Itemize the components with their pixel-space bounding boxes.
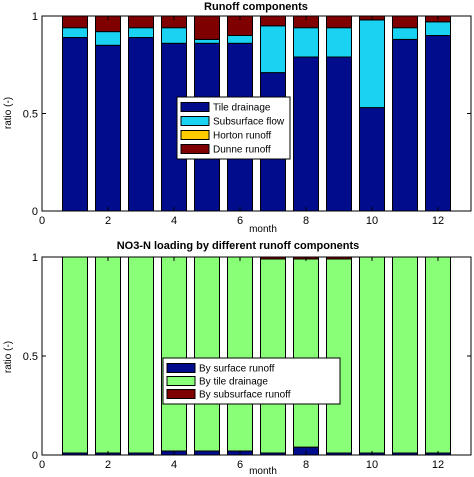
bar-by-tile-drainage-month-6	[227, 256, 253, 452]
bar-dunne-runoff-month-9	[326, 15, 352, 29]
legend-swatch-tile-drainage	[180, 102, 210, 112]
bar-subsurface-flow-month-1	[62, 27, 88, 39]
x-tick-label: 6	[237, 215, 243, 227]
bar-by-tile-drainage-month-8	[293, 258, 319, 448]
bar-tile-drainage-month-3	[128, 36, 154, 212]
x-tick-label: 12	[432, 459, 444, 471]
bar-tile-drainage-month-8	[293, 56, 319, 212]
chart-title: Runoff components	[204, 1, 308, 13]
x-tick-label: 4	[171, 215, 177, 227]
bar-subsurface-flow-month-9	[326, 27, 352, 58]
x-tick-label: 8	[303, 459, 309, 471]
x-axis-label: month	[249, 224, 277, 235]
bar-subsurface-flow-month-11	[392, 27, 418, 40]
legend-label-by-surface-runoff: By surface runoff	[199, 364, 275, 375]
bar-stack-group	[62, 256, 451, 456]
bar-by-tile-drainage-month-4	[161, 256, 187, 452]
bar-dunne-runoff-month-1	[62, 15, 88, 29]
bar-by-tile-drainage-month-3	[128, 256, 154, 454]
bar-subsurface-flow-month-2	[95, 31, 121, 46]
bar-subsurface-flow-month-5	[194, 38, 220, 44]
legend-label-by-subsurface-runoff: By subsurface runoff	[199, 390, 291, 401]
x-tick-label: 8	[303, 215, 309, 227]
x-axis-label: month	[249, 466, 277, 477]
no3-n-loading-chart: NO3-N loading by different runoff compon…	[3, 240, 472, 477]
y-tick-label: 1	[32, 252, 38, 264]
x-tick-label: 2	[105, 459, 111, 471]
bar-tile-drainage-month-10	[359, 107, 385, 212]
legend-label-tile-drainage: Tile drainage	[213, 103, 271, 114]
runoff-components-chart: Runoff components ratio (-) month 0 2 4 6 8 1…	[3, 1, 472, 235]
y-axis-label: ratio (-)	[3, 341, 14, 373]
bar-subsurface-flow-month-3	[128, 27, 154, 39]
bar-tile-drainage-month-12	[425, 35, 451, 212]
y-axis-label: ratio (-)	[3, 97, 14, 129]
legend-swatch-subsurface-flow	[180, 116, 210, 126]
bar-subsurface-flow-month-7	[260, 25, 286, 74]
bar-by-tile-drainage-month-10	[359, 256, 385, 454]
bar-by-surface-runoff-month-5	[194, 450, 220, 456]
bar-dunne-runoff-month-3	[128, 15, 154, 29]
legend-swatch-dunne-runoff	[180, 144, 210, 154]
legend-label-horton-runoff: Horton runoff	[213, 131, 271, 142]
legend-label-subsurface-flow: Subsurface flow	[213, 117, 285, 128]
x-tick-label: 4	[171, 459, 177, 471]
bar-by-tile-drainage-month-9	[326, 258, 352, 454]
bar-subsurface-flow-month-8	[293, 27, 319, 58]
y-tick-label: 1	[32, 11, 38, 23]
legend-swatch-horton-runoff	[180, 130, 210, 140]
legend-swatch-by-subsurface-runoff	[166, 389, 196, 399]
x-tick-label: 12	[432, 215, 444, 227]
axis-ticks: 0 2 4 6 8 10 12 0 0.5 1	[23, 252, 471, 471]
bar-by-tile-drainage-month-5	[194, 256, 220, 452]
y-tick-label: 0	[32, 450, 38, 462]
bar-dunne-runoff-month-7	[260, 15, 286, 27]
bar-tile-drainage-month-11	[392, 38, 418, 212]
y-tick-label: 0	[32, 206, 38, 218]
bar-by-tile-drainage-month-1	[62, 256, 88, 454]
axis-ticks: 0 2 4 6 8 10 12 0 0.5 1	[23, 11, 471, 227]
bar-by-tile-drainage-month-11	[392, 256, 418, 454]
bar-by-tile-drainage-month-2	[95, 256, 121, 454]
bar-by-tile-drainage-month-12	[425, 256, 451, 454]
legend-swatch-by-surface-runoff	[166, 363, 196, 373]
bar-subsurface-flow-month-10	[359, 19, 385, 109]
legend-label-by-tile-drainage: By tile drainage	[199, 377, 268, 388]
bar-subsurface-flow-month-6	[227, 35, 253, 44]
bar-tile-drainage-month-1	[62, 36, 88, 212]
x-tick-label: 10	[366, 215, 378, 227]
y-tick-label: 0.5	[23, 109, 38, 121]
bar-subsurface-flow-month-12	[425, 21, 451, 36]
x-tick-label: 10	[366, 459, 378, 471]
x-tick-label: 6	[237, 459, 243, 471]
bar-by-tile-drainage-month-7	[260, 258, 286, 454]
bar-stack-group	[62, 15, 451, 212]
x-tick-label: 0	[39, 215, 45, 227]
y-tick-label: 0.5	[23, 351, 38, 363]
chart-title: NO3-N loading by different runoff compon…	[117, 240, 360, 252]
bar-tile-drainage-month-9	[326, 56, 352, 212]
bar-tile-drainage-month-2	[95, 44, 121, 212]
legend-label-dunne-runoff: Dunne runoff	[213, 145, 271, 156]
legend: By surface runoff By tile drainage By subs…	[162, 357, 341, 405]
legend-swatch-by-tile-drainage	[166, 376, 196, 386]
x-tick-label: 2	[105, 215, 111, 227]
bar-dunne-runoff-month-5	[194, 15, 220, 40]
x-tick-label: 0	[39, 459, 45, 471]
bar-dunne-runoff-month-11	[392, 15, 418, 29]
bar-subsurface-flow-month-4	[161, 27, 187, 44]
legend: Tile drainage Subsurface flow Horton runof…	[176, 96, 291, 160]
